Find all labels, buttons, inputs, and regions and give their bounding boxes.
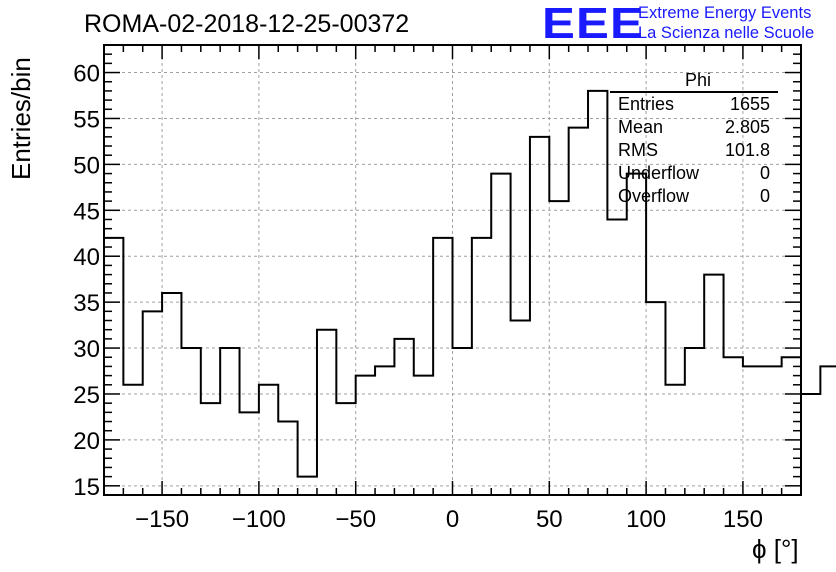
stats-row: Overflow 0 — [610, 185, 778, 208]
stats-label: Mean — [618, 117, 664, 137]
histogram-bin — [685, 348, 704, 495]
stats-value: 0 — [759, 163, 770, 183]
histogram-bin — [491, 174, 510, 495]
histogram-bin — [336, 403, 355, 495]
x-tick-label: −150 — [135, 506, 189, 533]
logo-line-2: La Scienza nelle Scuole — [638, 24, 815, 42]
histogram-bin — [472, 238, 491, 495]
histogram-bin — [646, 302, 665, 495]
histogram-bin — [123, 385, 142, 495]
x-tick-label: −50 — [335, 506, 376, 533]
histogram-bin — [143, 311, 162, 495]
y-tick-label: 60 — [73, 61, 100, 88]
histogram-bin — [453, 348, 472, 495]
stats-value: 0 — [759, 186, 770, 206]
eee-logo-mark: EEE — [542, 0, 644, 48]
eee-logo-text: Extreme Energy Events La Scienza nelle S… — [638, 3, 814, 43]
histogram-bin — [588, 91, 607, 495]
x-tick-label: −100 — [232, 506, 286, 533]
y-tick-label: 55 — [73, 106, 100, 133]
histogram-bin — [375, 366, 394, 495]
histogram-bin — [762, 366, 781, 495]
histogram-bin — [162, 293, 181, 495]
y-tick-label: 15 — [73, 474, 100, 501]
stats-value: 1655 — [729, 94, 770, 114]
y-tick-label: 20 — [73, 428, 100, 455]
histogram-bin — [530, 137, 549, 495]
histogram-bin — [201, 403, 220, 495]
y-tick-label: 40 — [73, 244, 100, 271]
histogram-bin — [220, 348, 239, 495]
stats-value: 2.805 — [724, 117, 770, 137]
x-tick-label: 100 — [626, 506, 666, 533]
stats-label: RMS — [618, 140, 658, 160]
y-tick-label: 25 — [73, 382, 100, 409]
y-tick-label: 50 — [73, 152, 100, 179]
y-axis-label: Entries/bin — [6, 57, 36, 180]
stats-row: RMS 101.8 — [610, 139, 778, 162]
histogram-bin — [356, 376, 375, 495]
histogram-bin — [627, 174, 646, 495]
y-tick-label: 30 — [73, 336, 100, 363]
histogram-bin — [743, 366, 762, 495]
logo-line-1: Extreme Energy Events — [638, 4, 812, 22]
x-axis-label: ϕ [°] — [752, 534, 799, 564]
histogram-bin — [782, 357, 801, 495]
x-tick-label: 150 — [723, 506, 763, 533]
stats-value: 101.8 — [724, 140, 770, 160]
histogram-bin — [665, 385, 684, 495]
histogram-bin — [181, 348, 200, 495]
histogram-bin — [704, 275, 723, 495]
histogram-bin — [278, 422, 297, 495]
histogram-bin — [414, 376, 433, 495]
stats-label: Entries — [618, 94, 675, 114]
stats-label: Underflow — [618, 163, 700, 183]
histogram-bin — [317, 330, 336, 495]
histogram-bin — [433, 238, 452, 495]
y-tick-label: 45 — [73, 198, 100, 225]
histogram-bin — [511, 321, 530, 495]
y-tick-label: 35 — [73, 290, 100, 317]
histogram-line — [104, 89, 836, 478]
histogram-bin — [569, 128, 588, 495]
histogram-bin — [298, 477, 317, 495]
histogram-bin — [724, 357, 743, 495]
stats-row: Underflow 0 — [610, 162, 778, 185]
stats-title: Phi — [610, 70, 778, 93]
stats-row: Entries 1655 — [610, 93, 778, 116]
x-tick-label: 0 — [446, 506, 459, 533]
histogram-bin — [240, 412, 259, 495]
histogram-bin — [394, 339, 413, 495]
histogram-bin — [259, 385, 278, 495]
histogram-bin — [820, 366, 836, 495]
x-tick-label: 50 — [536, 506, 563, 533]
histogram-bin — [549, 201, 568, 495]
chart-title: ROMA-02-2018-12-25-00372 — [84, 10, 410, 38]
histogram-bin — [607, 219, 626, 495]
histogram-bin — [801, 394, 820, 495]
stats-label: Overflow — [618, 186, 690, 206]
stats-box: Phi Entries 1655 Mean 2.805 RMS 101.8 Un… — [610, 70, 778, 208]
stats-row: Mean 2.805 — [610, 116, 778, 139]
